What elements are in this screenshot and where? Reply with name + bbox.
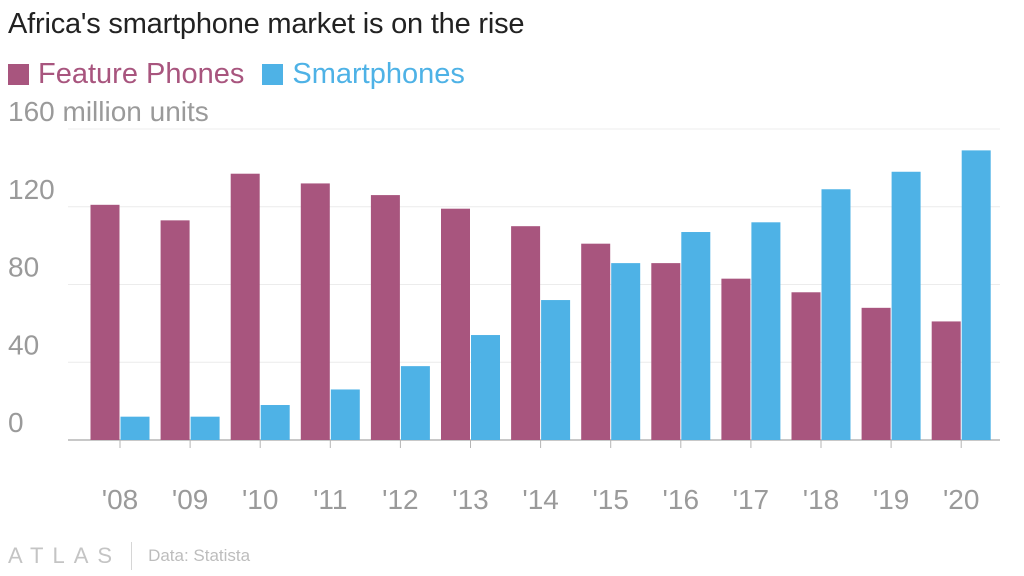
- y-tick-label: 0: [8, 407, 24, 438]
- bar-feature-phones: [441, 208, 470, 440]
- bar-smartphones: [821, 189, 851, 440]
- bar-smartphones: [471, 335, 500, 440]
- bar-smartphones: [190, 416, 220, 440]
- legend-label-smartphones: Smartphones: [292, 58, 465, 90]
- x-tick-label: '16: [663, 484, 700, 515]
- bar-feature-phones: [651, 263, 681, 440]
- bar-smartphones: [961, 150, 991, 440]
- bar-feature-phones: [861, 307, 891, 440]
- x-tick-label: '15: [592, 484, 629, 515]
- footer: ATLAS Data: Statista: [8, 541, 250, 571]
- legend-item-feature-phones: Feature Phones: [8, 58, 244, 91]
- y-tick-label: 80: [8, 252, 39, 283]
- bar-feature-phones: [230, 173, 260, 441]
- bar-smartphones: [541, 300, 571, 440]
- bars: [90, 150, 991, 441]
- x-tick-label: '20: [943, 484, 980, 515]
- x-tick-label: '11: [313, 484, 347, 515]
- bar-feature-phones: [90, 204, 120, 440]
- y-axis-labels: 0 40 80 120 160 million units: [8, 96, 209, 438]
- legend-swatch-smartphones: [262, 64, 284, 85]
- x-tick-label: '17: [733, 484, 770, 515]
- x-tick-label: '12: [382, 484, 419, 515]
- x-axis-labels: '08 '09 '10 '11 '12 '13 '14 '15 '16 '17 '18 '19 '20: [102, 440, 980, 515]
- bar-feature-phones: [931, 321, 961, 440]
- footer-divider: [131, 542, 133, 570]
- x-tick-label: '19: [873, 484, 910, 515]
- bar-smartphones: [260, 405, 290, 440]
- bar-smartphones: [751, 222, 781, 440]
- bar-feature-phones: [791, 292, 821, 440]
- y-tick-label: 120: [8, 174, 55, 205]
- x-tick-label: '18: [803, 484, 840, 515]
- atlas-logo: ATLAS: [8, 543, 122, 568]
- bar-smartphones: [330, 389, 360, 440]
- x-tick-label: '10: [242, 484, 279, 515]
- data-source: Data: Statista: [148, 546, 251, 565]
- bar-feature-phones: [160, 220, 190, 440]
- legend-item-smartphones: Smartphones: [262, 58, 465, 91]
- x-tick-label: '14: [522, 484, 559, 515]
- bar-smartphones: [120, 416, 150, 440]
- bar-feature-phones: [370, 195, 400, 440]
- x-tick-label: '09: [172, 484, 209, 515]
- bar-feature-phones: [300, 183, 330, 441]
- legend-swatch-feature-phones: [8, 64, 29, 85]
- y-tick-label: 40: [8, 329, 39, 360]
- bar-smartphones: [891, 171, 921, 440]
- x-tick-label: '08: [102, 484, 139, 515]
- legend-label-feature-phones: Feature Phones: [38, 58, 245, 90]
- legend: Feature Phones Smartphones: [8, 58, 483, 91]
- x-tick-label: '13: [452, 484, 489, 515]
- chart-title: Africa's smartphone market is on the ris…: [8, 8, 525, 40]
- bar-feature-phones: [511, 226, 541, 440]
- bar-smartphones: [611, 263, 641, 440]
- bar-feature-phones: [581, 243, 611, 440]
- bar-smartphones: [400, 366, 430, 440]
- y-tick-label: 160 million units: [8, 96, 209, 127]
- bar-smartphones: [681, 232, 711, 440]
- bar-feature-phones: [721, 278, 751, 440]
